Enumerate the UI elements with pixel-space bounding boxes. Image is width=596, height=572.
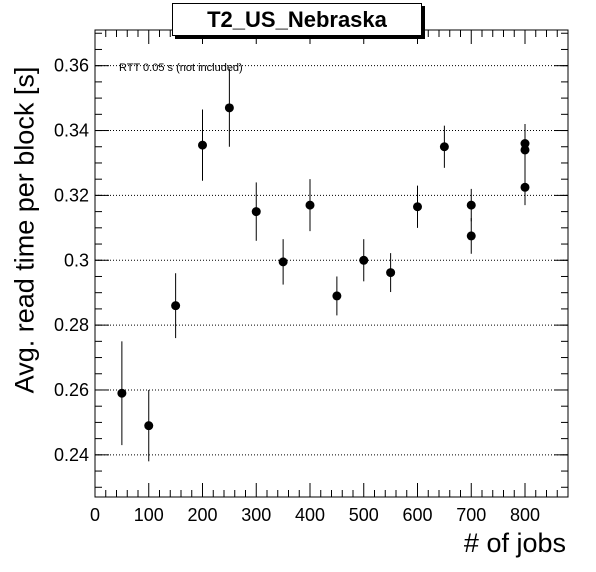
data-point	[144, 421, 154, 431]
data-point	[520, 145, 530, 155]
data-point	[198, 140, 207, 150]
y-tick-label: 0.32	[54, 185, 89, 205]
x-tick-label: 800	[510, 505, 540, 525]
y-tick-label: 0.24	[54, 445, 89, 465]
plot-frame	[94, 29, 569, 498]
y-axis-label: Avg. read time per block [s]	[9, 66, 40, 394]
data-point	[332, 291, 342, 301]
x-tick-label: 300	[241, 505, 271, 525]
x-tick-label: 0	[90, 505, 100, 525]
grid-lines	[95, 65, 568, 456]
data-point	[278, 257, 288, 267]
data-point	[386, 268, 396, 278]
x-tick-label: 500	[349, 505, 379, 525]
y-tick-label: 0.3	[64, 250, 89, 270]
y-tick-label: 0.34	[54, 121, 89, 141]
x-tick-label: 100	[134, 505, 164, 525]
tick-labels: 0.24 0.26 0.28 0.3 0.32 0.34 0.36 0 100 200 300 400…	[54, 56, 540, 525]
data-point	[466, 200, 476, 210]
data-point	[117, 388, 127, 398]
x-tick-label: 700	[456, 505, 486, 525]
x-tick-label: 600	[402, 505, 432, 525]
data-point	[305, 200, 315, 210]
data-point	[413, 202, 422, 212]
y-tick-label: 0.28	[54, 315, 89, 335]
data-point	[466, 231, 476, 241]
data-point	[251, 207, 261, 217]
data-point	[359, 255, 369, 265]
x-tick-label: 200	[187, 505, 217, 525]
data-point	[171, 301, 181, 311]
x-axis-label: # of jobs	[463, 528, 566, 558]
annotation-text: RTT 0.05 s (not included)	[119, 62, 243, 74]
axis-ticks	[94, 30, 569, 497]
data-point	[439, 142, 449, 152]
data-point	[224, 103, 234, 113]
data-points	[117, 68, 530, 462]
y-tick-label: 0.36	[54, 56, 89, 76]
chart-title: T2_US_Nebraska	[172, 3, 422, 36]
data-point	[520, 182, 530, 192]
y-tick-label: 0.26	[54, 380, 89, 400]
x-tick-label: 400	[295, 505, 325, 525]
